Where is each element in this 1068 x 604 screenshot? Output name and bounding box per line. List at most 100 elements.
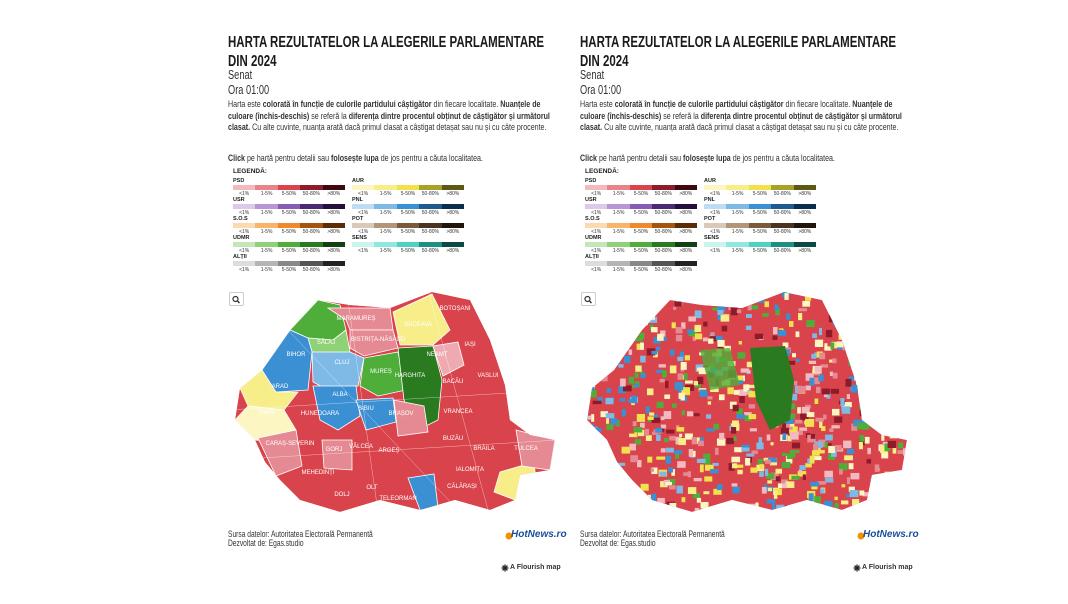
locality [898,362,907,366]
locality [809,377,815,386]
legend-level: <1% [358,248,369,254]
locality [834,502,839,509]
locality [694,324,702,332]
county-label: TIMIȘ [258,410,274,416]
flourish-credit[interactable]: A Flourish map [862,564,913,571]
locality [625,298,633,305]
map [580,292,907,519]
locality [864,331,872,336]
locality [814,496,821,504]
locality [587,472,593,477]
locality [676,427,685,432]
legend-level: 5-50% [633,191,649,197]
locality [756,442,764,450]
locality [819,327,823,336]
search-button[interactable] [581,292,596,306]
locality [853,352,861,359]
locality [859,334,868,340]
locality [669,485,676,490]
locality [674,300,682,307]
locality [676,485,683,494]
locality [624,308,632,316]
locality [684,513,689,519]
flourish-credit[interactable]: A Flourish map [510,564,561,571]
locality [820,364,829,368]
locality [859,377,867,383]
legend-swatch [674,223,697,228]
locality [618,385,627,394]
legend-swatch [674,261,697,266]
locality [813,510,819,512]
legend-party: PNL [704,197,715,203]
locality [846,448,855,455]
locality [788,360,796,365]
search-button[interactable] [229,292,244,306]
locality [840,500,849,505]
locality [587,478,590,486]
locality [645,406,650,414]
locality [699,464,704,473]
locality [833,312,843,319]
locality [848,311,853,319]
locality [668,467,673,473]
locality [775,476,781,482]
locality [851,366,860,370]
locality [605,413,615,419]
county-label: GORJ [326,447,343,453]
locality [665,380,669,389]
logo: HotNews.ro [863,529,919,540]
legend-party: USR [585,197,597,203]
locality [857,351,864,355]
county-label: CĂLĂRAȘI [447,483,477,490]
locality [736,309,742,314]
county-label: VÂLCEA [349,443,373,450]
locality [767,487,772,492]
legend-swatch [277,185,301,190]
locality [657,497,665,504]
locality [730,307,738,316]
locality [890,379,895,386]
locality [872,415,880,423]
legend-swatch [607,242,630,247]
locality [889,418,894,423]
legend-level: >80% [446,229,460,235]
locality [659,471,667,477]
locality [587,340,594,347]
locality [728,463,735,471]
locality [580,497,584,504]
locality [875,496,884,501]
county-label: BRĂILA [473,445,494,452]
locality [717,303,726,312]
county-label: BIHOR [286,352,306,358]
legend-level: 1-5% [260,248,273,254]
locality [612,466,617,474]
locality [601,453,608,460]
locality [896,296,905,300]
legend-swatch [652,204,675,209]
locality [849,489,859,498]
legend-level: <1% [358,229,369,235]
locality [766,434,771,441]
legend-level: >80% [327,210,341,216]
locality [629,433,637,438]
legend-swatch [704,242,727,247]
locality [736,414,745,419]
locality [699,292,706,297]
locality [777,330,787,337]
legend-swatch [607,223,630,228]
legend-party: UDMR [585,235,602,241]
locality [814,366,822,373]
locality [856,366,863,372]
locality [817,481,826,485]
locality [806,320,815,327]
locality [780,427,789,434]
locality [829,359,833,363]
locality [640,372,646,379]
locality [792,353,797,358]
description-part: Nuanțele de culoare (închis-deschis) [228,99,541,122]
legend-swatch [441,185,464,190]
title: HARTA REZULTATELOR LA ALEGERILE PARLAMEN… [580,33,910,71]
locality [829,293,838,301]
locality [901,489,907,493]
locality [699,389,707,394]
